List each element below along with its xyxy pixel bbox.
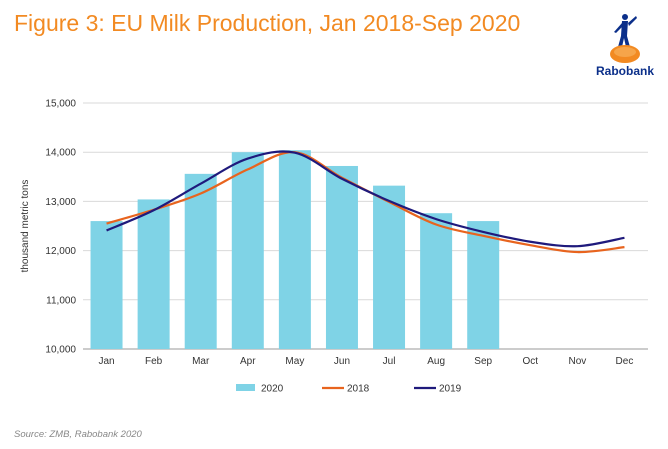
rabobank-logo: Rabobank — [590, 6, 660, 82]
rabobank-logo-icon — [610, 14, 640, 63]
bar-2020-jul — [373, 185, 406, 349]
rabobank-logo-text: Rabobank — [595, 64, 654, 78]
bar-2020-mar — [184, 173, 217, 349]
x-tick-label: Jul — [383, 356, 396, 367]
y-axis-label: thousand metric tons — [20, 180, 31, 273]
source-note: Source: ZMB, Rabobank 2020 — [14, 429, 142, 440]
chart-bars — [90, 150, 500, 349]
x-tick-label: Dec — [616, 356, 634, 367]
legend-label-2019: 2019 — [439, 384, 462, 395]
x-tick-label: May — [285, 356, 304, 367]
y-tick-label: 11,000 — [46, 295, 76, 306]
x-tick-label: Sep — [474, 356, 492, 367]
x-tick-label: Jan — [98, 356, 114, 367]
bar-2020-may — [278, 150, 311, 349]
page-title: Figure 3: EU Milk Production, Jan 2018-S… — [14, 10, 521, 36]
x-tick-label: Mar — [192, 356, 210, 367]
chart-lines — [106, 150, 625, 254]
x-tick-label: Aug — [427, 356, 445, 367]
bar-2020-jun — [325, 165, 358, 349]
bar-2020-aug — [420, 213, 453, 349]
x-tick-label: Oct — [523, 356, 539, 367]
bar-2020-sep — [467, 221, 500, 349]
bar-2020-jan — [90, 221, 123, 349]
bar-2020-apr — [231, 152, 264, 349]
y-axis-ticks: 10,000 11,000 12,000 13,000 14,000 15,000 — [45, 99, 76, 356]
legend-swatch-2020 — [236, 384, 255, 391]
y-tick-label: 15,000 — [45, 99, 76, 110]
x-tick-label: Jun — [334, 356, 350, 367]
line-2018 — [106, 151, 625, 254]
legend-label-2018: 2018 — [347, 384, 370, 395]
x-tick-label: Feb — [145, 356, 163, 367]
legend-label-2020: 2020 — [261, 384, 284, 395]
x-axis-ticks: Jan Feb Mar Apr May Jun Jul Aug Sep Oct Nov Dec — [98, 356, 633, 367]
y-tick-label: 14,000 — [45, 148, 76, 159]
x-tick-label: Apr — [240, 356, 256, 367]
line-2019 — [106, 150, 625, 248]
y-tick-label: 10,000 — [45, 345, 76, 356]
y-tick-label: 12,000 — [45, 246, 76, 257]
chart-legend: 2020 2018 2019 — [236, 384, 462, 395]
x-tick-label: Nov — [568, 356, 586, 367]
y-tick-label: 13,000 — [45, 197, 76, 208]
bar-2020-feb — [137, 199, 170, 349]
